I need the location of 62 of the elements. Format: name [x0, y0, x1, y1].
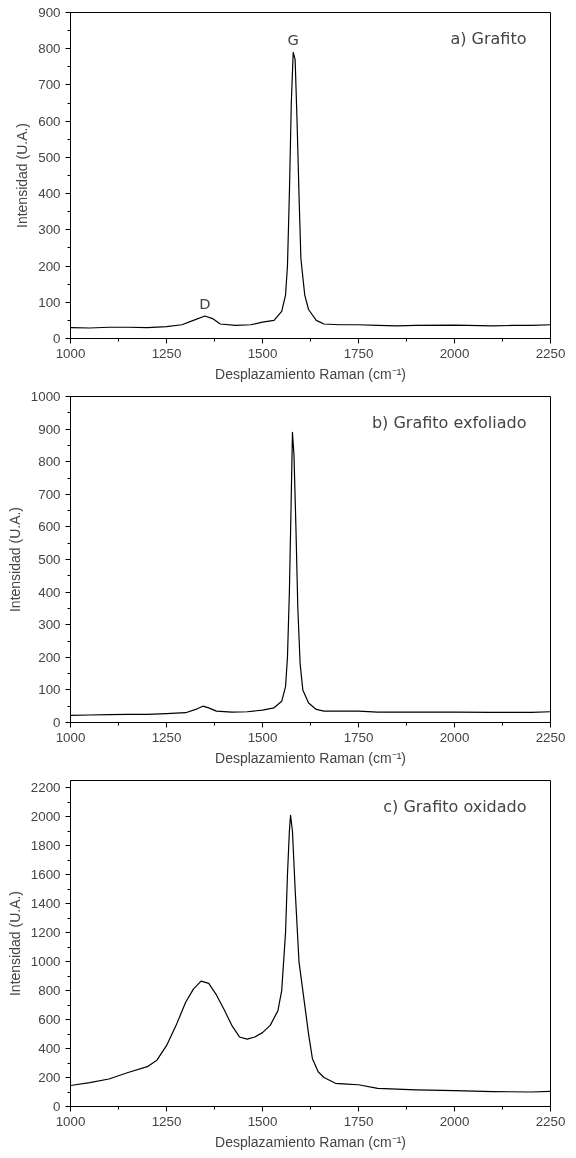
annotation: b) Grafito exfoliado — [371, 412, 527, 432]
y-tick-label: 0 — [53, 715, 61, 730]
y-tick-label: 100 — [38, 294, 61, 310]
y-tick-label: 100 — [38, 682, 61, 698]
annotation: a) Grafito — [450, 28, 527, 48]
x-tick-label: 1250 — [151, 345, 182, 361]
y-axis-title: Intensidad (U.A.) — [6, 506, 23, 613]
y-tick-label: 400 — [38, 1041, 61, 1057]
y-tick-label: 800 — [38, 983, 61, 999]
line-series — [70, 431, 551, 716]
y-tick-label: 800 — [38, 454, 61, 470]
x-tick-label: 1500 — [247, 1113, 278, 1129]
x-tick-label: 1500 — [247, 729, 278, 745]
y-tick-label: 1800 — [30, 838, 61, 854]
y-tick-label: 500 — [38, 149, 61, 165]
y-tick-label: 700 — [38, 486, 61, 502]
line-series — [70, 814, 551, 1093]
y-tick-label: 1600 — [30, 867, 61, 883]
y-tick-label: 500 — [38, 552, 61, 567]
x-tick-label: 1750 — [343, 345, 374, 361]
y-tick-label: 600 — [38, 519, 61, 535]
y-tick-label: 1000 — [30, 954, 61, 970]
annotation: c) Grafito oxidado — [383, 796, 527, 816]
y-tick-label: 300 — [38, 222, 61, 238]
x-tick-label: 2000 — [439, 729, 470, 745]
x-tick-label: 1750 — [343, 729, 374, 745]
y-axis-title: Intensidad (U.A.) — [14, 122, 31, 229]
y-axis-title: Intensidad (U.A.) — [6, 890, 23, 997]
y-tick-label: 700 — [38, 77, 61, 93]
x-axis-title: Desplazamiento Raman (cm⁻¹) — [215, 749, 406, 766]
y-tick-label: 300 — [38, 617, 61, 633]
x-tick-label: 1250 — [151, 1113, 182, 1129]
y-tick-label: 2200 — [30, 780, 61, 796]
y-tick-label: 0 — [53, 1099, 61, 1114]
line-series — [70, 51, 551, 329]
y-tick-label: 400 — [38, 584, 61, 600]
y-tick-label: 900 — [38, 421, 61, 437]
y-tick-label: 1000 — [30, 389, 61, 404]
y-tick-label: 200 — [38, 1070, 61, 1086]
y-tick-label: 800 — [38, 41, 61, 57]
y-tick-label: 400 — [38, 186, 61, 202]
annotation: G — [287, 31, 299, 49]
x-axis-title: Desplazamiento Raman (cm⁻¹) — [215, 1133, 406, 1150]
y-tick-label: 900 — [38, 5, 61, 20]
x-tick-label: 2000 — [439, 345, 470, 361]
y-tick-label: 1200 — [30, 925, 61, 941]
x-tick-label: 2250 — [535, 729, 566, 745]
y-tick-label: 2000 — [30, 809, 61, 825]
x-tick-label: 1500 — [247, 345, 278, 361]
x-tick-label: 2250 — [535, 1113, 566, 1129]
y-tick-label: 600 — [38, 1012, 61, 1028]
y-tick-label: 1400 — [30, 896, 61, 912]
x-tick-label: 2250 — [535, 345, 566, 361]
y-tick-label: 600 — [38, 113, 61, 129]
x-tick-label: 1250 — [151, 729, 182, 745]
x-tick-label: 2000 — [439, 1113, 470, 1129]
x-axis-title: Desplazamiento Raman (cm⁻¹) — [215, 365, 406, 382]
x-tick-label: 1750 — [343, 1113, 374, 1129]
y-tick-label: 200 — [38, 649, 61, 665]
y-tick-label: 0 — [53, 331, 61, 346]
annotation: D — [199, 295, 211, 313]
y-tick-label: 200 — [38, 258, 61, 274]
